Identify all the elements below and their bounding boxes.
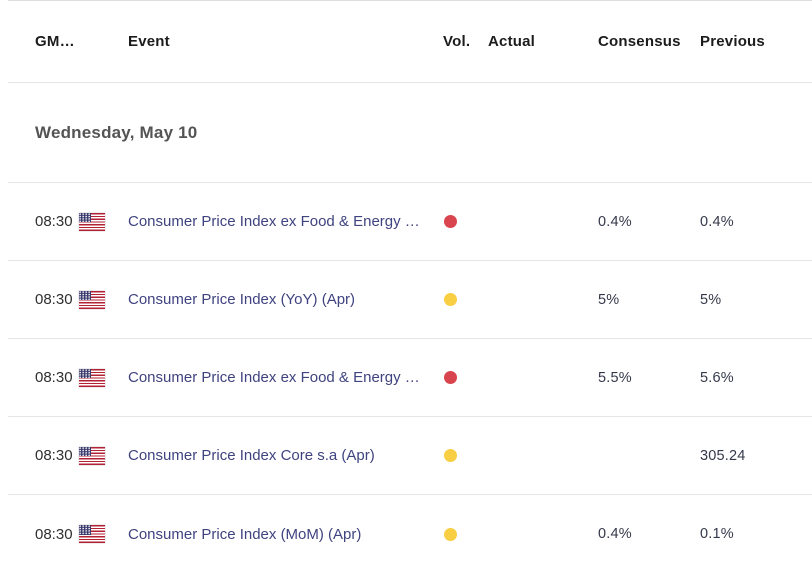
volatility-cell bbox=[443, 449, 488, 462]
time-cell: 08:30 bbox=[35, 525, 128, 543]
consensus-value: 5% bbox=[598, 291, 620, 308]
volatility-dot bbox=[444, 449, 457, 462]
time-cell: 08:30 bbox=[35, 290, 128, 309]
column-header-event: Event bbox=[128, 33, 170, 50]
event-time: 08:30 bbox=[35, 447, 73, 464]
time-cell: 08:30 bbox=[35, 446, 128, 465]
volatility-cell bbox=[443, 293, 488, 306]
column-header-actual: Actual bbox=[488, 33, 536, 50]
table-row[interactable]: 08:30 Consumer Price Index Core s.a (Apr… bbox=[8, 417, 812, 495]
time-cell: 08:30 bbox=[35, 212, 128, 231]
volatility-dot bbox=[444, 371, 457, 384]
flag-canton bbox=[78, 446, 91, 457]
event-time: 08:30 bbox=[35, 369, 73, 386]
table-row[interactable]: 08:30 Consumer Price Index (YoY) (Apr) 5… bbox=[8, 261, 812, 339]
event-name-link[interactable]: Consumer Price Index (YoY) (Apr) bbox=[128, 291, 356, 308]
date-section-label: Wednesday, May 10 bbox=[35, 122, 198, 142]
column-header-gmt: GM… bbox=[35, 33, 75, 50]
table-header-row: GM… Event Vol. Actual Consensus Previous bbox=[8, 0, 812, 83]
event-name-link[interactable]: Consumer Price Index (MoM) (Apr) bbox=[128, 525, 362, 543]
event-name-link[interactable]: Consumer Price Index Core s.a (Apr) bbox=[128, 447, 375, 464]
event-time: 08:30 bbox=[35, 291, 73, 308]
table-row[interactable]: 08:30 Consumer Price Index (MoM) (Apr) 0… bbox=[8, 495, 812, 572]
us-flag-icon bbox=[78, 525, 105, 543]
us-flag-icon bbox=[78, 290, 105, 309]
volatility-cell bbox=[443, 527, 488, 541]
previous-value: 5% bbox=[700, 291, 722, 308]
us-flag-icon bbox=[78, 368, 105, 387]
previous-value: 305.24 bbox=[700, 447, 746, 464]
event-name-link[interactable]: Consumer Price Index ex Food & Energy … bbox=[128, 369, 420, 386]
volatility-cell bbox=[443, 215, 488, 228]
event-time: 08:30 bbox=[35, 525, 73, 543]
event-time: 08:30 bbox=[35, 213, 73, 230]
volatility-dot bbox=[444, 293, 457, 306]
volatility-dot bbox=[444, 527, 457, 541]
time-cell: 08:30 bbox=[35, 368, 128, 387]
event-name-link[interactable]: Consumer Price Index ex Food & Energy … bbox=[128, 213, 420, 230]
previous-value: 0.4% bbox=[700, 213, 734, 230]
column-header-previous: Previous bbox=[700, 33, 765, 50]
us-flag-icon bbox=[78, 446, 105, 465]
table-row[interactable]: 08:30 Consumer Price Index ex Food & Ene… bbox=[8, 339, 812, 417]
flag-canton bbox=[78, 212, 91, 223]
date-section-row: Wednesday, May 10 bbox=[8, 83, 812, 183]
consensus-value: 0.4% bbox=[598, 526, 632, 542]
flag-canton bbox=[78, 525, 91, 535]
us-flag-icon bbox=[78, 212, 105, 231]
flag-canton bbox=[78, 368, 91, 379]
previous-value: 0.1% bbox=[700, 526, 734, 542]
column-header-consensus: Consensus bbox=[598, 33, 681, 50]
consensus-value: 5.5% bbox=[598, 369, 632, 386]
consensus-value: 0.4% bbox=[598, 213, 632, 230]
volatility-dot bbox=[444, 215, 457, 228]
table-row[interactable]: 08:30 Consumer Price Index ex Food & Ene… bbox=[8, 183, 812, 261]
column-header-vol: Vol. bbox=[443, 33, 471, 50]
volatility-cell bbox=[443, 371, 488, 384]
previous-value: 5.6% bbox=[700, 369, 734, 386]
flag-canton bbox=[78, 290, 91, 301]
